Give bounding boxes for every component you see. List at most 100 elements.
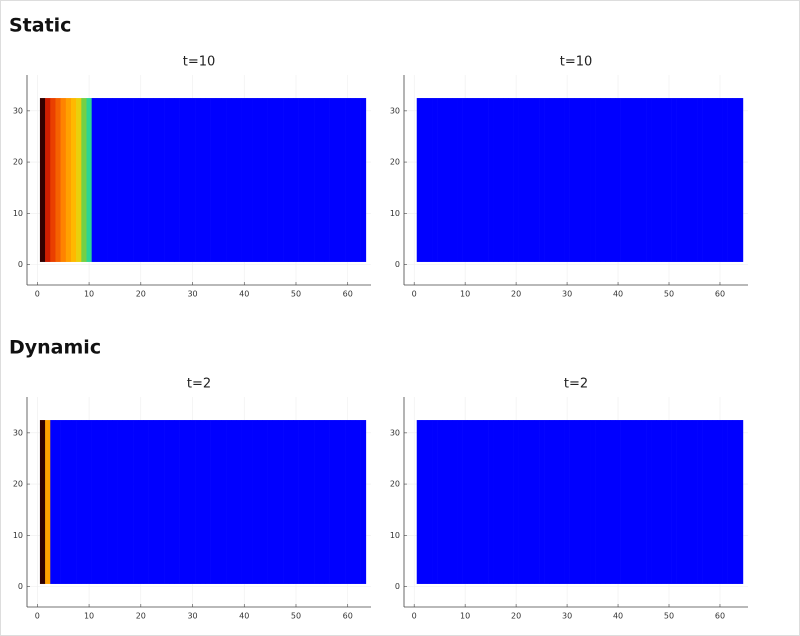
heatmap-cell [421,420,428,584]
heatmap-cell [174,420,180,584]
heatmap-cell [503,420,509,584]
heatmap-cell [635,98,642,262]
heatmap-cell [717,420,723,584]
heatmap-cell [133,98,139,262]
heatmap-cell [205,420,211,584]
heatmap-cell [493,420,499,584]
heatmap-cell [437,98,443,262]
heatmap-cell [127,420,134,584]
heatmap-cell [257,420,263,584]
heatmap-cell [324,420,330,584]
heatmap-cell [482,420,489,584]
heatmap-cell [712,420,718,584]
heatmap-cell [39,420,46,584]
heatmap-cell [76,98,82,262]
heatmap-cell [50,420,56,584]
heatmap-cell [493,98,499,262]
heatmap-cell [482,98,489,262]
x-tick-label: 20 [136,612,146,621]
heatmap-cell [533,420,540,584]
heatmap-cell [447,420,453,584]
heatmap-cell [345,98,351,262]
heatmap-cell [329,98,336,262]
heatmap-cell [267,98,274,262]
heatmap-cell [107,98,113,262]
heatmap-cell [257,98,263,262]
heatmap-cell [432,98,438,262]
heatmap-cell [595,98,601,262]
heatmap-cell [324,98,330,262]
heatmap-cell [437,420,443,584]
heatmap-cell [691,420,698,584]
heatmap-cell [267,420,274,584]
heatmap-cell [86,98,92,262]
heatmap-cell [200,420,206,584]
x-tick-label: 0 [412,290,417,299]
heatmap-cell [671,420,677,584]
heatmap-cell [681,98,688,262]
heatmap-cell [86,420,92,584]
heatmap-cell [319,98,325,262]
section-heading: Dynamic [9,337,101,359]
y-tick-label: 20 [13,480,23,489]
heatmap-cell [457,98,463,262]
heatmap-cell [277,420,284,584]
heatmap-cell [164,420,170,584]
heatmap-cell [169,98,175,262]
heatmap-cell [298,420,305,584]
heatmap-cell [153,420,160,584]
heatmap-cell [549,98,555,262]
x-tick-label: 40 [613,612,623,621]
heatmap-cell [508,420,514,584]
heatmap-cell [544,420,550,584]
heatmap-cell [226,420,232,584]
heatmap-cell [533,98,540,262]
y-tick-label: 10 [13,531,23,540]
heatmap-cell [226,98,232,262]
heatmap-cell [319,420,325,584]
heatmap-cell [184,98,191,262]
y-tick-label: 0 [395,582,400,591]
heatmap-cell [477,98,484,262]
y-tick-label: 10 [13,209,23,218]
heatmap-cell [117,420,123,584]
heatmap-cell [241,420,248,584]
heatmap-cell [518,98,525,262]
heatmap-cell [722,98,728,262]
heatmap-cell [252,98,258,262]
heatmap-cell [528,420,535,584]
y-tick-label: 20 [390,480,400,489]
heatmap-cell [334,420,341,584]
heatmap-cell [697,98,703,262]
heatmap-cell [153,98,160,262]
heatmap-cell [508,98,514,262]
heatmap-cell [697,420,703,584]
heatmap-cell [236,420,242,584]
heatmap-cell [737,98,744,262]
x-tick-label: 60 [343,612,353,621]
heatmap-cell [339,420,346,584]
heatmap-cell [174,98,180,262]
heatmap-cell [277,98,284,262]
heatmap-cell [640,420,647,584]
heatmap-cell [293,420,299,584]
heatmap-cell [727,420,734,584]
heatmap-cell [569,420,576,584]
heatmap-cell [283,98,289,262]
heatmap-cell [625,98,632,262]
heatmap-cell [737,420,744,584]
x-tick-label: 20 [511,612,521,621]
heatmap-cell [600,420,606,584]
heatmap-cell [252,420,258,584]
x-tick-label: 60 [715,290,725,299]
heatmap-cell [350,98,356,262]
x-tick-label: 20 [511,290,521,299]
heatmap-cell [76,420,82,584]
heatmap-cell [640,98,647,262]
y-tick-label: 0 [395,260,400,269]
heatmap-cell [477,420,484,584]
heatmap-cell [635,420,642,584]
heatmap-cell [303,420,310,584]
heatmap-cell [158,98,165,262]
heatmap-cell [421,98,428,262]
